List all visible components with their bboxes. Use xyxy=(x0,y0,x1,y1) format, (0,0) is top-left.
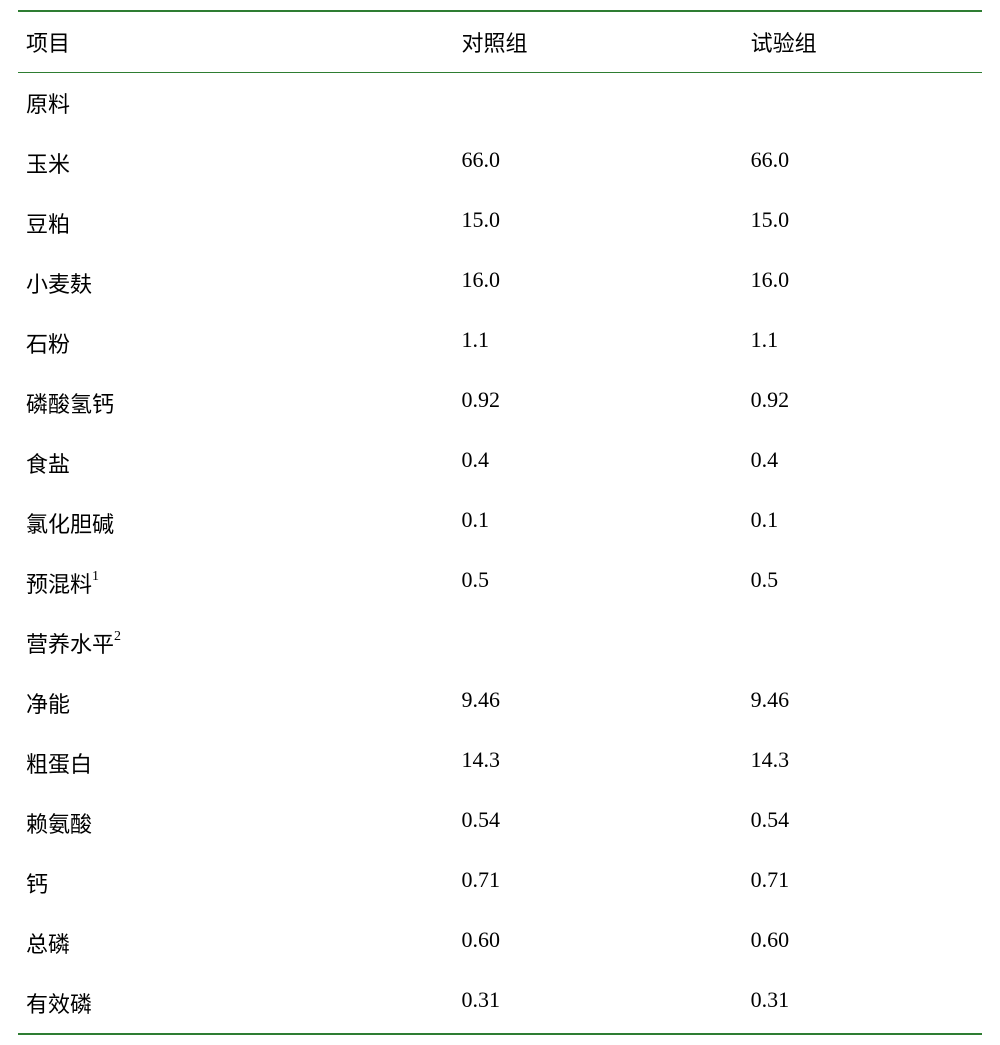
row-test: 0.1 xyxy=(751,507,982,539)
row-test: 66.0 xyxy=(751,147,982,179)
table-row: 钙 0.71 0.71 xyxy=(18,853,982,913)
row-item: 粗蛋白 xyxy=(18,747,461,779)
section-header-nutrition: 营养水平2 xyxy=(18,613,982,673)
row-control: 0.71 xyxy=(461,867,750,899)
header-item: 项目 xyxy=(18,26,461,58)
section-title-text: 原料 xyxy=(26,92,70,117)
row-item: 总磷 xyxy=(18,927,461,959)
row-test: 0.31 xyxy=(751,987,982,1019)
row-control: 0.92 xyxy=(461,387,750,419)
row-control: 0.54 xyxy=(461,807,750,839)
table-row: 石粉 1.1 1.1 xyxy=(18,313,982,373)
row-control: 14.3 xyxy=(461,747,750,779)
row-item: 磷酸氢钙 xyxy=(18,387,461,419)
table-row: 豆粕 15.0 15.0 xyxy=(18,193,982,253)
row-test: 0.54 xyxy=(751,807,982,839)
table-header-row: 项目 对照组 试验组 xyxy=(18,10,982,73)
row-item: 豆粕 xyxy=(18,207,461,239)
row-control: 9.46 xyxy=(461,687,750,719)
row-test: 0.71 xyxy=(751,867,982,899)
row-item: 玉米 xyxy=(18,147,461,179)
row-control: 0.1 xyxy=(461,507,750,539)
row-test: 0.5 xyxy=(751,567,982,599)
row-control: 0.31 xyxy=(461,987,750,1019)
row-item: 净能 xyxy=(18,687,461,719)
row-item: 小麦麸 xyxy=(18,267,461,299)
row-item: 有效磷 xyxy=(18,987,461,1019)
row-control: 0.5 xyxy=(461,567,750,599)
row-test: 14.3 xyxy=(751,747,982,779)
row-item: 食盐 xyxy=(18,447,461,479)
section-title-text: 营养水平 xyxy=(26,632,114,657)
table-row: 氯化胆碱 0.1 0.1 xyxy=(18,493,982,553)
superscript: 1 xyxy=(92,569,99,584)
header-test: 试验组 xyxy=(751,26,982,58)
table-row: 预混料1 0.5 0.5 xyxy=(18,553,982,613)
table-row: 玉米 66.0 66.0 xyxy=(18,133,982,193)
table-row: 小麦麸 16.0 16.0 xyxy=(18,253,982,313)
row-control: 0.60 xyxy=(461,927,750,959)
superscript: 2 xyxy=(114,629,121,644)
row-item: 氯化胆碱 xyxy=(18,507,461,539)
row-control: 15.0 xyxy=(461,207,750,239)
row-item-text: 预混料 xyxy=(26,572,92,597)
section-title: 原料 xyxy=(18,87,461,119)
row-test: 0.92 xyxy=(751,387,982,419)
feed-composition-table: 项目 对照组 试验组 原料 玉米 66.0 66.0 豆粕 15.0 15.0 … xyxy=(18,10,982,1035)
row-item: 钙 xyxy=(18,867,461,899)
row-test: 9.46 xyxy=(751,687,982,719)
table-row: 磷酸氢钙 0.92 0.92 xyxy=(18,373,982,433)
section-header-raw-materials: 原料 xyxy=(18,73,982,133)
table-row: 粗蛋白 14.3 14.3 xyxy=(18,733,982,793)
row-test: 0.4 xyxy=(751,447,982,479)
table-row: 净能 9.46 9.46 xyxy=(18,673,982,733)
table-row: 食盐 0.4 0.4 xyxy=(18,433,982,493)
row-item: 赖氨酸 xyxy=(18,807,461,839)
row-control: 66.0 xyxy=(461,147,750,179)
row-item: 预混料1 xyxy=(18,567,461,599)
table-row: 有效磷 0.31 0.31 xyxy=(18,973,982,1035)
table-row: 总磷 0.60 0.60 xyxy=(18,913,982,973)
table-row: 赖氨酸 0.54 0.54 xyxy=(18,793,982,853)
row-control: 1.1 xyxy=(461,327,750,359)
row-test: 1.1 xyxy=(751,327,982,359)
header-control: 对照组 xyxy=(461,26,750,58)
row-control: 0.4 xyxy=(461,447,750,479)
row-test: 16.0 xyxy=(751,267,982,299)
row-test: 0.60 xyxy=(751,927,982,959)
section-title: 营养水平2 xyxy=(18,627,461,659)
row-test: 15.0 xyxy=(751,207,982,239)
row-item: 石粉 xyxy=(18,327,461,359)
row-control: 16.0 xyxy=(461,267,750,299)
